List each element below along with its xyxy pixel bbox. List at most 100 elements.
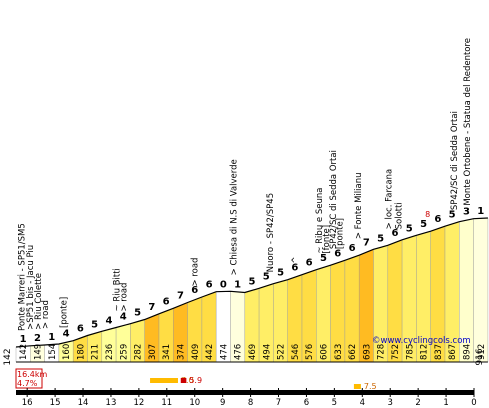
place-label: > Chiesa di N.S di Valverde bbox=[230, 159, 240, 275]
place-label: [fonte] bbox=[322, 225, 332, 254]
elevation-label: 442 bbox=[205, 344, 215, 360]
elevation-label: 142 bbox=[19, 344, 29, 360]
elevation-label: 785 bbox=[405, 344, 415, 360]
elevation-label: 236 bbox=[105, 344, 115, 360]
gradient-label: 5 bbox=[377, 233, 384, 244]
summary-grade: 4.7% bbox=[17, 379, 38, 388]
gradient-label: 6 bbox=[391, 228, 398, 239]
max-gradient-bar bbox=[353, 384, 361, 389]
km-tick-label: 4 bbox=[360, 398, 365, 408]
place-label: > road bbox=[41, 300, 51, 329]
place-label: [ponte] bbox=[59, 297, 69, 328]
gradient-label: 6 bbox=[349, 243, 356, 254]
gradient-label: 6 bbox=[434, 214, 441, 225]
gradient-label: 1 bbox=[20, 334, 27, 345]
watermark: ©www.cyclingcols.com bbox=[372, 336, 471, 346]
gradient-label: 5 bbox=[263, 272, 270, 283]
km-tick-label: 7 bbox=[276, 398, 281, 408]
elevation-labels: 142 149 154 160 180 211 236 259 282 307 341 374 409 4… bbox=[19, 344, 487, 360]
elevation-label: 606 bbox=[319, 344, 329, 360]
place-label: > Riu Colette bbox=[34, 273, 44, 330]
peak-grade-marker: 8 bbox=[425, 210, 430, 219]
km-tick-label: 13 bbox=[106, 398, 117, 408]
gradient-label: 6 bbox=[191, 285, 198, 296]
gradient-label: 5 bbox=[320, 253, 327, 264]
gradient-label: 7 bbox=[177, 291, 184, 302]
elevation-label: 812 bbox=[420, 344, 430, 360]
segment-bars bbox=[15, 217, 489, 363]
gradient-label: 6 bbox=[77, 324, 84, 335]
elevation-label: 149 bbox=[33, 344, 43, 360]
elevation-label: 728 bbox=[377, 344, 387, 360]
elevation-label: 912 bbox=[477, 344, 487, 360]
place-label: >SP51 bis - Jacu Piu bbox=[26, 245, 36, 330]
gradient-labels: 1 2 1 4 6 5 4 4 57 67 6 6 0 1 5 5 5 6 6 5 6 67 5 6 5 5 6 5 3 1 bbox=[20, 206, 485, 345]
elevation-label: 282 bbox=[134, 344, 144, 360]
km-tick-label: 8 bbox=[248, 398, 253, 408]
elevation-label: 374 bbox=[176, 344, 186, 360]
km-tick-label: 2 bbox=[415, 398, 420, 408]
elevation-label: 469 bbox=[248, 344, 258, 360]
gradient-label: 6 bbox=[163, 296, 170, 307]
km-axis: 16 15 14 13 12 11 10 9 8 7 6 5 4 3 2 1 0 bbox=[16, 388, 477, 408]
gradient-label: 7 bbox=[148, 302, 155, 313]
elevation-label: 341 bbox=[162, 344, 172, 360]
elevation-label: 154 bbox=[48, 344, 58, 360]
gradient-label: 2 bbox=[34, 333, 41, 344]
km-tick-label: 9 bbox=[220, 398, 225, 408]
km-tick-label: 1 bbox=[443, 398, 448, 408]
km-tick-label: 10 bbox=[189, 398, 200, 408]
gradient-label: 6 bbox=[306, 258, 313, 269]
end-elevation-label: 916 bbox=[475, 348, 485, 365]
gradient-label: 5 bbox=[277, 268, 284, 279]
place-labels: Ponte Marreri - SP51/SM5>SP51 bis - Jacu… bbox=[17, 38, 472, 331]
gradient-label: 5 bbox=[406, 223, 413, 234]
elevation-label: 752 bbox=[391, 344, 401, 360]
elevation-label: 662 bbox=[348, 344, 358, 360]
km-tick-label: 6 bbox=[304, 398, 309, 408]
km-tick-label: 15 bbox=[50, 398, 61, 408]
gradient-label: 5 bbox=[449, 210, 456, 221]
gradient-label: 4 bbox=[120, 312, 127, 323]
km-tick-label: 12 bbox=[133, 398, 144, 408]
max-gradient-bar bbox=[150, 378, 178, 383]
elevation-label: 546 bbox=[291, 344, 301, 360]
elevation-label: 867 bbox=[448, 344, 458, 360]
gradient-label: 5 bbox=[248, 276, 255, 287]
km-tick-label: 14 bbox=[78, 398, 89, 408]
profile-outline bbox=[15, 217, 488, 363]
gradient-label: 4 bbox=[63, 329, 70, 340]
gradient-label: 7 bbox=[363, 237, 370, 248]
max-gradient-label: 7.0 bbox=[181, 376, 194, 385]
place-label: Solotti bbox=[394, 202, 404, 229]
summary-distance: 16.4km bbox=[17, 370, 47, 379]
place-label: SP42/SC di Sedda Ortai bbox=[450, 111, 460, 210]
gradient-label: 6 bbox=[334, 248, 341, 259]
elevation-label: 837 bbox=[434, 344, 444, 360]
place-label: ~ Riu Bitti bbox=[112, 268, 122, 311]
elevation-label: 576 bbox=[305, 344, 315, 360]
gradient-label: 4 bbox=[105, 316, 112, 327]
place-label: SP42/SC di Sedda Ortai bbox=[329, 150, 339, 249]
gradient-label: 0 bbox=[220, 279, 227, 290]
gradient-label: 1 bbox=[477, 206, 484, 217]
gradient-label: 6 bbox=[206, 280, 213, 291]
place-label: Ponte Marreri - SP51/SM5 bbox=[17, 223, 27, 331]
max-gradient-label: 7.5 bbox=[364, 382, 377, 391]
place-label: > road bbox=[191, 258, 201, 287]
km-tick-label: 11 bbox=[161, 398, 172, 408]
km-tick-label: 16 bbox=[22, 398, 33, 408]
elevation-label: 474 bbox=[219, 344, 229, 360]
place-label: > Fonte Milianu bbox=[354, 172, 364, 239]
gradient-label: 3 bbox=[463, 207, 470, 218]
gradient-label: 5 bbox=[91, 319, 98, 330]
elevation-label: 693 bbox=[362, 344, 372, 360]
profile-line bbox=[15, 217, 488, 348]
gradient-label: 5 bbox=[134, 308, 141, 319]
start-elevation-label: 142 bbox=[3, 348, 13, 365]
elevation-label: 211 bbox=[91, 344, 101, 360]
place-label: Monte Ortobene - Statua del Redentore bbox=[463, 38, 473, 206]
elevation-label: 633 bbox=[334, 344, 344, 360]
gradient-label: 6 bbox=[291, 263, 298, 274]
